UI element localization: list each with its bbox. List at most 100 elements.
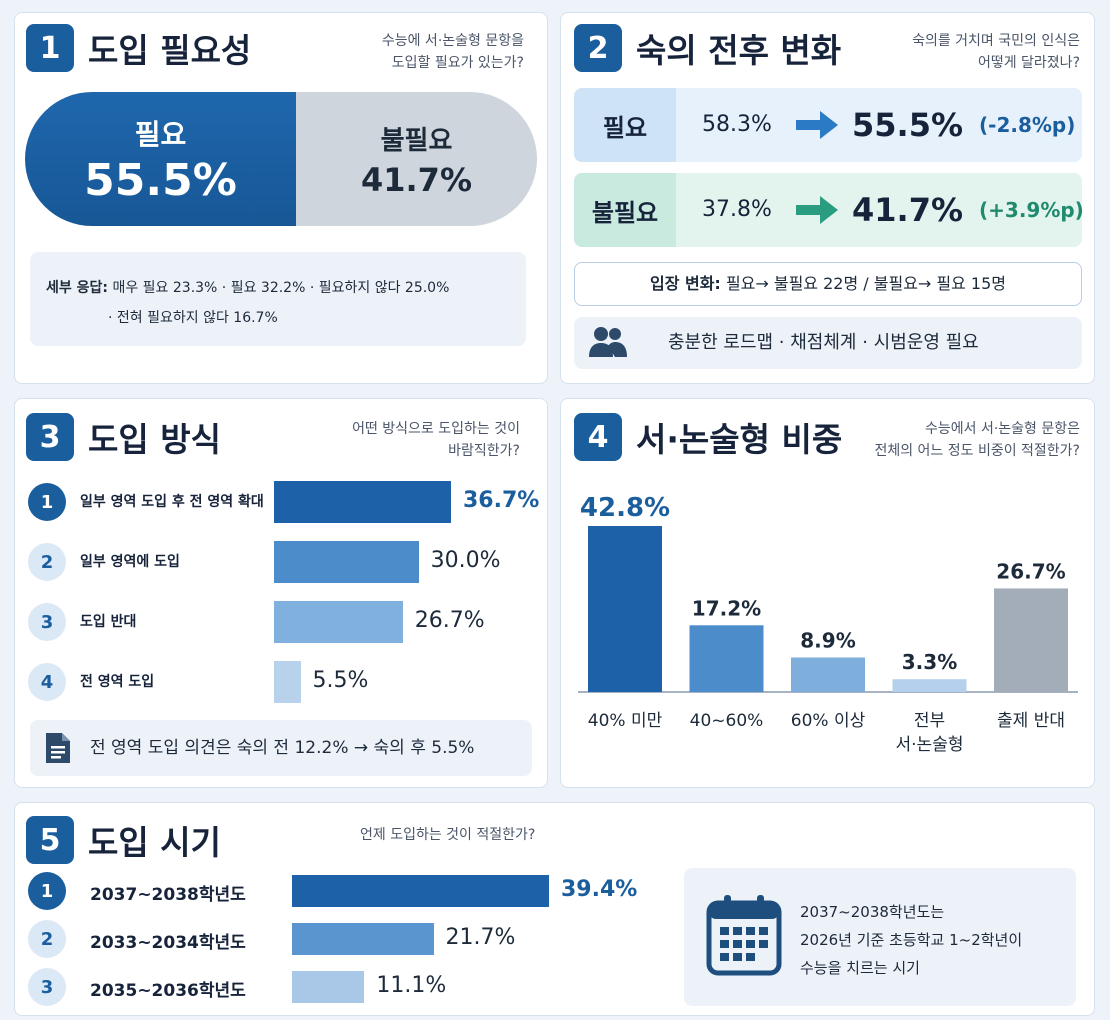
card3-question-line2: 바람직한가? (448, 443, 520, 459)
ratio-bar (892, 679, 967, 692)
ratio-value-label: 26.7% (996, 559, 1065, 583)
change-row-need-delta: (-2.8%p) (979, 113, 1076, 137)
method-value-label: 36.7% (463, 488, 540, 513)
change-row-need-after: 55.5% (852, 106, 964, 144)
change-row-unneeded-tag: 불필요 (574, 173, 676, 247)
card4-question-line1: 수능에서 서·논술형 문항은 (924, 421, 1080, 437)
position-shift-heading: 입장 변화: (649, 274, 721, 293)
card2-title: 숙의 전후 변화 (636, 31, 842, 70)
method-rank-4: 4 (28, 663, 66, 701)
card4-number-badge: 4 (574, 413, 622, 461)
unneeded-value: 41.7% (360, 160, 472, 199)
ratio-value-label: 42.8% (580, 493, 670, 523)
change-row-unneeded-delta: (+3.9%p) (979, 198, 1084, 222)
method-rank-3: 3 (28, 603, 66, 641)
timing-rank-1: 1 (28, 872, 66, 910)
card5-title: 도입 시기 (88, 823, 221, 862)
card1-question-line2: 도입할 필요가 있는가? (391, 55, 524, 71)
method-label: 전 영역 도입 (80, 674, 155, 690)
change-row-need-before: 58.3% (702, 112, 772, 137)
method-rank-2: 2 (28, 543, 66, 581)
detail-line2: · 전혀 필요하지 않다 16.7% (108, 310, 278, 326)
method-label: 일부 영역 도입 후 전 영역 확대 (80, 494, 264, 510)
calendar-icon (706, 895, 782, 976)
card3-title: 도입 방식 (88, 420, 221, 459)
detail-response: 세부 응답: 매우 필요 23.3% · 필요 32.2% · 필요하지 않다 … (46, 273, 449, 333)
ratio-bar (588, 526, 662, 692)
timing-label: 2037~2038학년도 (90, 885, 246, 905)
timing-info-line1: 2037~2038학년도는 (800, 903, 945, 921)
arrow-right-icon (796, 196, 838, 224)
card2-number-badge: 2 (574, 24, 622, 72)
timing-info-line2: 2026년 기준 초등학교 1~2학년이 (800, 931, 1023, 949)
need-value: 55.5% (84, 154, 237, 206)
method-bar (274, 661, 301, 703)
method-note-text: 전 영역 도입 의견은 숙의 전 12.2% → 숙의 후 5.5% (90, 738, 475, 758)
card2-question-line1: 숙의를 거치며 국민의 인식은 (912, 33, 1080, 49)
need-segment: 필요 55.5% (25, 92, 296, 226)
ratio-bar (791, 657, 865, 692)
timing-info-line3: 수능을 치르는 시기 (800, 959, 920, 977)
method-value-label: 30.0% (430, 548, 501, 573)
card4-question-line2: 전체의 어느 정도 비중이 적절한가? (874, 443, 1080, 459)
change-row-need: 필요 58.3% 55.5% (-2.8%p) (574, 88, 1082, 162)
timing-bar (292, 875, 549, 907)
method-label: 도입 반대 (80, 614, 137, 630)
timing-value-label: 39.4% (561, 877, 638, 902)
timing-rank-3: 3 (28, 968, 66, 1006)
timing-label: 2035~2036학년도 (90, 981, 246, 1001)
card1-question-line1: 수능에 서·논술형 문항을 (381, 33, 524, 49)
roadmap-note-text: 충분한 로드맵 · 채점체계 · 시범운영 필요 (668, 332, 979, 353)
ratio-value-label: 3.3% (902, 650, 957, 674)
card5-question: 언제 도입하는 것이 적절한가? (360, 827, 536, 843)
detail-line1: 매우 필요 23.3% · 필요 32.2% · 필요하지 않다 25.0% (112, 280, 450, 296)
method-label: 일부 영역에 도입 (80, 554, 180, 570)
timing-info-box (684, 868, 1076, 1006)
need-label: 필요 (134, 117, 187, 151)
card5-number-badge: 5 (26, 816, 74, 864)
timing-value-label: 11.1% (376, 973, 447, 998)
method-value-label: 5.5% (312, 668, 369, 693)
method-bar (274, 601, 403, 643)
method-bar (274, 481, 451, 523)
card2-question: 숙의를 거치며 국민의 인식은 어떻게 달라졌나? (912, 30, 1080, 74)
change-row-need-tag: 필요 (574, 88, 676, 162)
arrow-right-icon (796, 111, 838, 139)
people-icon (589, 327, 627, 357)
ratio-value-label: 17.2% (692, 596, 761, 620)
change-row-unneeded-before: 37.8% (702, 197, 772, 222)
timing-rank-2: 2 (28, 920, 66, 958)
card4-title: 서·논술형 비중 (636, 420, 843, 459)
timing-value-label: 21.7% (445, 925, 516, 950)
ratio-category-label: 전부 (914, 711, 945, 731)
card3-question: 어떤 방식으로 도입하는 것이 바람직한가? (352, 418, 520, 462)
ratio-category-label: 40% 미만 (588, 711, 663, 731)
method-rank-1: 1 (28, 483, 66, 521)
card1-question: 수능에 서·논술형 문항을 도입할 필요가 있는가? (382, 30, 524, 74)
timing-bar (292, 971, 365, 1003)
timing-label: 2033~2034학년도 (90, 933, 246, 953)
ratio-category-label: 60% 이상 (791, 711, 866, 731)
ratio-bar (994, 588, 1068, 692)
method-bar (274, 541, 419, 583)
card2-question-line2: 어떻게 달라졌나? (977, 55, 1080, 71)
position-shift-box: 입장 변화: 필요→ 불필요 22명 / 불필요→ 필요 15명 (574, 262, 1082, 306)
change-row-unneeded: 불필요 37.8% 41.7% (+3.9%p) (574, 173, 1084, 247)
card4-question: 수능에서 서·논술형 문항은 전체의 어느 정도 비중이 적절한가? (874, 418, 1080, 462)
ratio-value-label: 8.9% (800, 628, 855, 652)
card3-question-line1: 어떤 방식으로 도입하는 것이 (352, 421, 520, 437)
roadmap-note-box (574, 317, 1082, 369)
unneeded-label: 불필요 (380, 125, 453, 156)
detail-response-box (30, 252, 526, 346)
ratio-category-label: 서·논술형 (896, 735, 964, 755)
change-row-unneeded-after: 41.7% (852, 191, 964, 229)
card1-number-badge: 1 (26, 24, 74, 72)
method-value-label: 26.7% (414, 608, 485, 633)
position-shift-text: 필요→ 불필요 22명 / 불필요→ 필요 15명 (725, 274, 1007, 293)
detail-heading: 세부 응답: (46, 280, 108, 296)
unneeded-segment: 불필요 41.7% (296, 92, 537, 226)
ratio-bar-chart: 42.8% 40% 미만 17.2% 40~60% 8.9% 60% 이상 3.3% 전부서·… (578, 493, 1078, 755)
need-ratio-pill: 필요 55.5% 불필요 41.7% (25, 92, 537, 226)
card3-number-badge: 3 (26, 413, 74, 461)
card1-title: 도입 필요성 (88, 31, 252, 70)
